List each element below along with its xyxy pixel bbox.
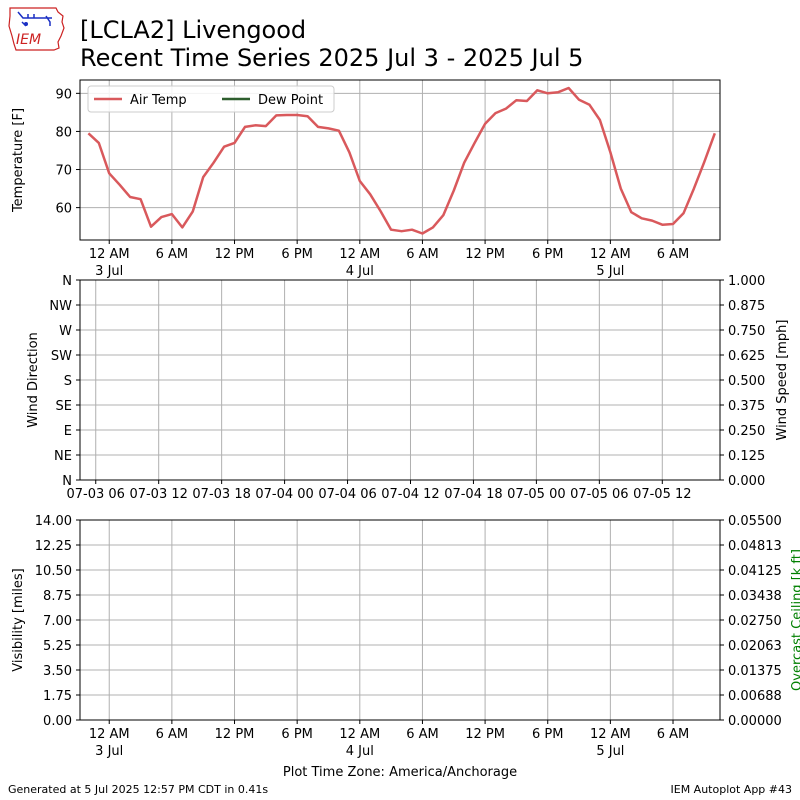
x-tick-sublabel: 5 Jul (596, 264, 624, 279)
y-tick-label: 12.25 (35, 539, 72, 554)
y-tick-label: NW (49, 299, 72, 314)
x-tick-sublabel: 4 Jul (346, 744, 374, 759)
x-tick-label: 07-03 06 (67, 487, 125, 502)
y-right-tick-label: 0.02750 (728, 614, 782, 629)
y-tick-label: 8.75 (43, 589, 72, 604)
y-right-tick-label: 0.875 (728, 299, 765, 314)
y-tick-label: 90 (55, 87, 72, 102)
y-tick-label: S (64, 374, 72, 389)
x-tick-label: 6 PM (532, 727, 563, 742)
x-tick-sublabel: 4 Jul (346, 264, 374, 279)
footer-generated: Generated at 5 Jul 2025 12:57 PM CDT in … (8, 783, 269, 796)
x-tick-label: 12 AM (590, 247, 631, 262)
x-tick-label: 6 PM (532, 247, 563, 262)
y-right-tick-label: 0.01375 (728, 664, 782, 679)
y-right-tick-label: 0.04813 (728, 539, 782, 554)
y-tick-label: 7.00 (43, 614, 72, 629)
plot-frame (79, 79, 721, 241)
x-tick-label: 12 PM (215, 247, 255, 262)
x-tick-label: 07-03 18 (192, 487, 250, 502)
y-right-tick-label: 0.625 (728, 349, 765, 364)
x-tick-sublabel: 3 Jul (95, 264, 123, 279)
y-tick-label: SW (51, 349, 72, 364)
plot-frame (79, 519, 721, 721)
x-tick-label: 07-04 00 (255, 487, 313, 502)
y-tick-label: 70 (55, 164, 72, 179)
y-axis-label: Wind Direction (26, 332, 41, 428)
x-tick-label: 07-05 00 (507, 487, 565, 502)
y-tick-label: 80 (55, 125, 72, 140)
x-tick-label: 6 AM (406, 727, 439, 742)
x-tick-label: 12 AM (339, 247, 380, 262)
y-right-tick-label: 0.000 (728, 474, 765, 489)
x-tick-label: 12 PM (465, 727, 505, 742)
y-tick-label: 5.25 (43, 639, 72, 654)
y-right-tick-label: 0.02063 (728, 639, 782, 654)
y-tick-label: N (62, 474, 72, 489)
x-tick-label: 6 AM (156, 247, 189, 262)
y-right-tick-label: 0.04125 (728, 564, 782, 579)
x-tick-label: 12 AM (590, 727, 631, 742)
x-tick-label: 12 AM (89, 247, 130, 262)
y-tick-label: E (64, 424, 72, 439)
logo-text: IEM (16, 32, 41, 48)
y-tick-label: 0.00 (43, 714, 72, 729)
x-tick-label: 07-05 06 (570, 487, 628, 502)
y-tick-label: NE (54, 449, 72, 464)
x-tick-label: 12 PM (215, 727, 255, 742)
x-tick-label: 12 PM (465, 247, 505, 262)
chart-subtitle: Recent Time Series 2025 Jul 3 - 2025 Jul… (80, 44, 584, 72)
x-tick-sublabel: 3 Jul (95, 744, 123, 759)
x-tick-label: 07-05 12 (633, 487, 691, 502)
x-tick-label: 6 AM (156, 727, 189, 742)
x-tick-label: 12 AM (339, 727, 380, 742)
x-tick-label: 6 AM (657, 727, 690, 742)
x-tick-label: 6 AM (657, 247, 690, 262)
iem-logo: IEM (8, 7, 65, 51)
x-tick-label: 07-04 18 (444, 487, 502, 502)
x-tick-label: 6 AM (406, 247, 439, 262)
y-tick-label: 10.50 (35, 564, 72, 579)
x-tick-sublabel: 5 Jul (596, 744, 624, 759)
legend-label-dew-point: Dew Point (258, 93, 323, 108)
y-tick-label: 3.50 (43, 664, 72, 679)
x-tick-label: 6 PM (281, 727, 312, 742)
y-right-tick-label: 0.03438 (728, 589, 782, 604)
y-axis-label: Temperature [F] (11, 108, 26, 213)
y-right-tick-label: 0.375 (728, 399, 765, 414)
x-tick-label: 07-03 12 (129, 487, 187, 502)
wind-barb-icon (17, 11, 52, 27)
x-axis-label: Plot Time Zone: America/Anchorage (283, 765, 517, 780)
y-axis-label: Visibility [miles] (11, 568, 26, 671)
y-tick-label: SE (56, 399, 72, 414)
x-tick-label: 07-04 06 (318, 487, 376, 502)
x-tick-label: 6 PM (281, 247, 312, 262)
y-right-axis-label: Overcast Ceiling [k ft] (790, 549, 800, 691)
footer-app: IEM Autoplot App #43 (670, 783, 793, 796)
y-right-tick-label: 0.250 (728, 424, 765, 439)
y-right-axis-label: Wind Speed [mph] (775, 320, 790, 441)
legend-box (87, 85, 335, 113)
x-tick-label: 07-04 12 (381, 487, 439, 502)
station-dot-icon (24, 22, 28, 26)
x-tick-label: 12 AM (89, 727, 130, 742)
y-right-tick-label: 0.500 (728, 374, 765, 389)
chart-title: [LCLA2] Livengood (80, 16, 307, 44)
series-line-air-temp (87, 86, 716, 235)
y-right-tick-label: 1.000 (728, 274, 765, 289)
y-right-tick-label: 0.750 (728, 324, 765, 339)
y-right-tick-label: 0.05500 (728, 514, 782, 529)
y-tick-label: N (62, 274, 72, 289)
y-right-tick-label: 0.00000 (728, 714, 782, 729)
legend-label-air-temp: Air Temp (130, 93, 187, 108)
y-tick-label: 1.75 (43, 689, 72, 704)
y-tick-label: W (59, 324, 72, 339)
y-tick-label: 60 (55, 202, 72, 217)
y-right-tick-label: 0.00688 (728, 689, 782, 704)
y-tick-label: 14.00 (35, 514, 72, 529)
y-right-tick-label: 0.125 (728, 449, 765, 464)
plot-frame (79, 279, 721, 481)
